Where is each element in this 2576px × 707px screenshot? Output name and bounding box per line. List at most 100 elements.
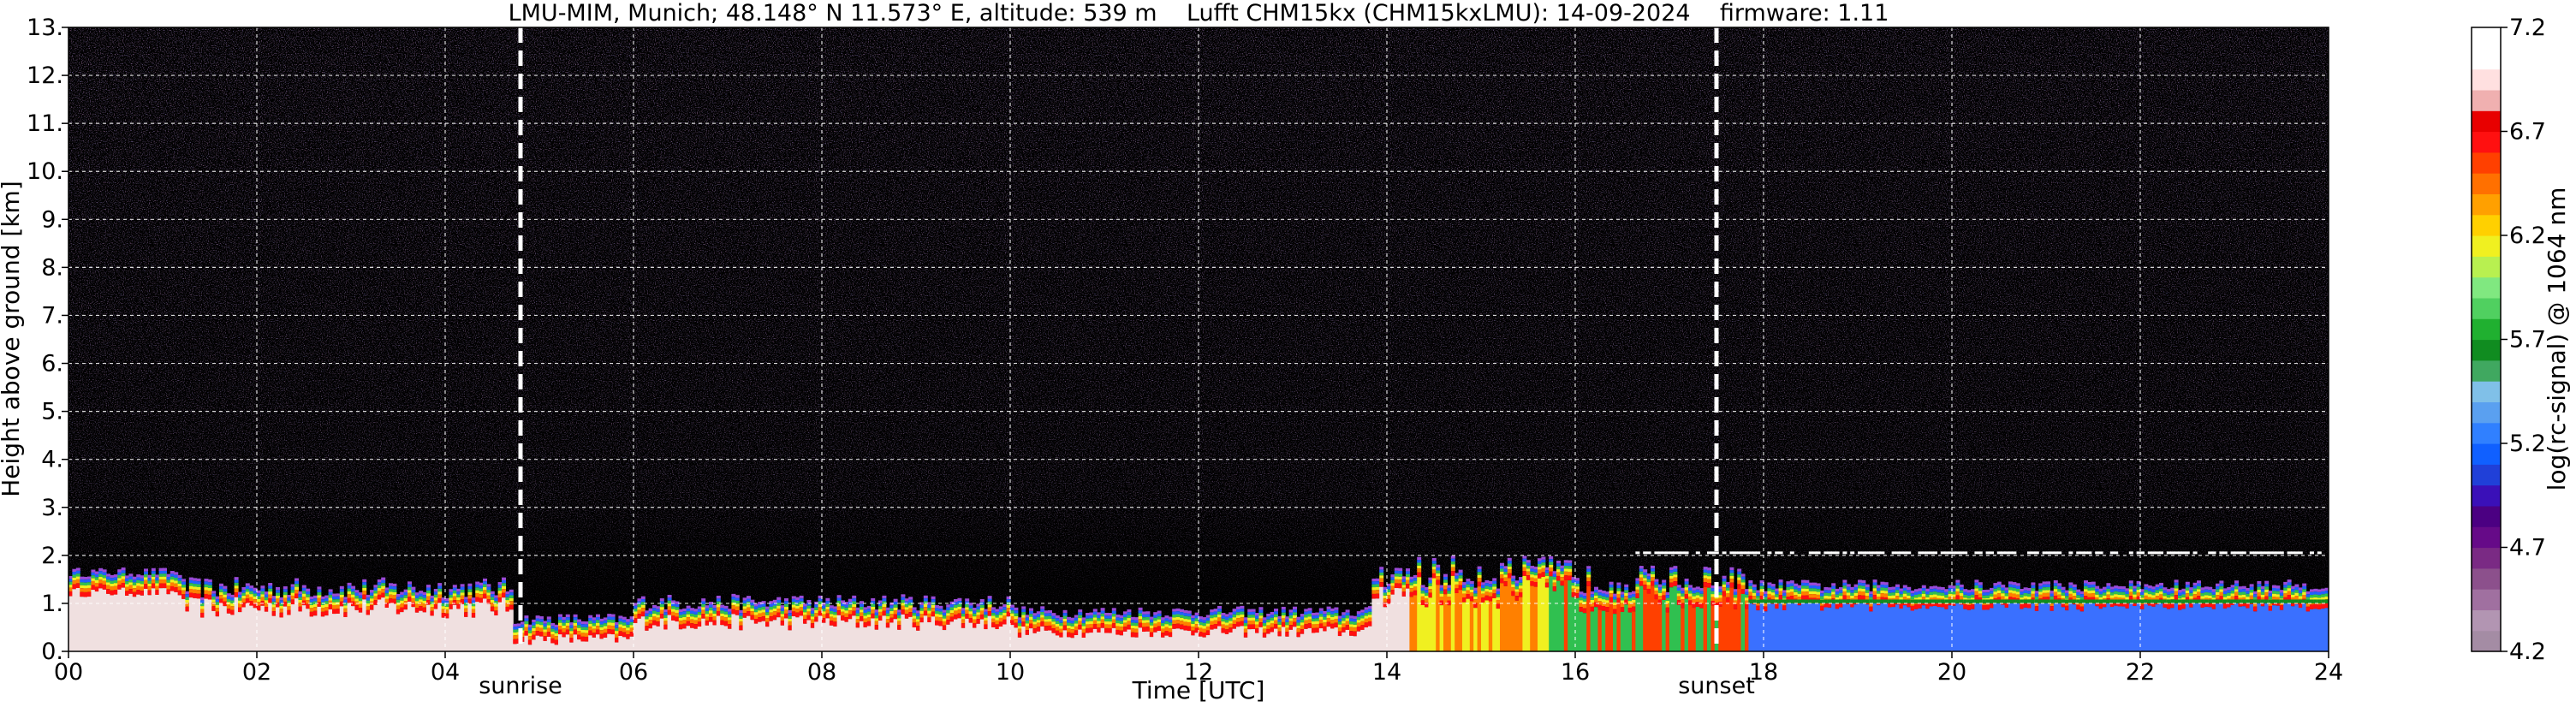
signal-cell <box>822 614 826 619</box>
signal-cell <box>1205 623 1211 627</box>
signal-cell <box>1703 586 1708 651</box>
signal-cell <box>912 613 917 616</box>
signal-cell <box>1883 593 1889 598</box>
signal-cell <box>1797 597 1802 601</box>
chart-title: LMU-MIM, Munich; 48.148° N 11.573° E, al… <box>509 0 1889 27</box>
signal-cell <box>136 585 141 591</box>
signal-cell <box>1571 585 1576 589</box>
signal-cell <box>2219 580 2224 584</box>
signal-cell <box>370 598 374 602</box>
signal-cell <box>957 601 962 604</box>
signal-cell <box>467 583 473 587</box>
signal-cell <box>2084 585 2088 590</box>
signal-cell <box>863 607 868 610</box>
signal-cell <box>1251 609 1256 612</box>
signal-cell <box>403 601 408 605</box>
signal-cell <box>211 606 217 611</box>
signal-cell <box>2178 605 2182 610</box>
signal-cell <box>889 602 895 606</box>
signal-cell <box>2249 595 2254 600</box>
signal-cell <box>2155 604 2160 651</box>
signal-cell <box>1556 569 1561 573</box>
signal-cell <box>298 606 303 612</box>
signal-cell <box>640 604 645 609</box>
signal-cell <box>1624 587 1629 591</box>
signal-cell <box>2291 591 2295 595</box>
signal-cell <box>324 597 330 602</box>
signal-cell <box>1469 580 1474 585</box>
signal-cell <box>1996 597 2002 603</box>
signal-cell <box>2061 586 2066 591</box>
signal-cell <box>1877 585 1881 588</box>
signal-cell <box>1963 589 1968 592</box>
y-tick-label: 0. <box>41 639 63 665</box>
signal-cell <box>1865 596 1870 600</box>
signal-cell <box>645 621 650 627</box>
signal-cell <box>1092 620 1098 625</box>
signal-cell <box>1850 602 1855 608</box>
signal-cell <box>287 603 292 607</box>
signal-cell <box>946 615 951 621</box>
signal-cell <box>354 592 360 597</box>
signal-cell <box>2189 599 2194 603</box>
signal-cell <box>1002 613 1008 616</box>
signal-cell <box>1563 562 1568 567</box>
signal-cell <box>174 574 179 579</box>
signal-cell <box>2008 584 2013 588</box>
signal-cell <box>1323 614 1328 617</box>
signal-cell <box>290 599 295 605</box>
signal-cell <box>1522 561 1527 565</box>
signal-cell <box>1971 589 1975 592</box>
signal-cell <box>497 591 503 594</box>
signal-cell <box>1281 609 1286 613</box>
signal-cell <box>486 603 491 651</box>
signal-cell <box>2276 594 2281 597</box>
signal-cell <box>2095 585 2100 589</box>
signal-cell <box>1533 586 1538 651</box>
signal-cell <box>1025 623 1030 627</box>
signal-cell <box>1078 621 1083 625</box>
signal-cell <box>1902 591 1907 594</box>
signal-cell <box>1533 581 1538 587</box>
signal-cell <box>1240 609 1245 612</box>
signal-cell <box>596 614 600 618</box>
signal-cell <box>260 588 265 591</box>
signal-cell <box>889 617 895 623</box>
signal-cell <box>200 600 205 603</box>
signal-cell <box>2192 603 2198 651</box>
signal-cell <box>535 621 540 625</box>
signal-cell <box>1759 595 1764 601</box>
signal-cell <box>373 604 378 651</box>
signal-cell <box>298 599 303 603</box>
signal-cell <box>573 620 578 623</box>
signal-cell <box>219 591 223 596</box>
signal-cell <box>1119 623 1124 627</box>
signal-cell <box>1481 588 1485 591</box>
signal-cell <box>1439 585 1444 588</box>
signal-cell <box>1130 637 1135 651</box>
signal-cell <box>2291 597 2295 602</box>
y-tick-label: 3. <box>41 495 63 521</box>
signal-cell <box>2034 551 2039 555</box>
signal-cell <box>389 603 393 651</box>
signal-cell <box>309 611 314 617</box>
signal-cell <box>678 629 683 651</box>
signal-cell <box>1217 617 1222 621</box>
signal-cell <box>2068 591 2073 594</box>
signal-cell <box>1643 580 1648 585</box>
signal-cell <box>1149 628 1154 633</box>
signal-cell <box>1330 611 1335 615</box>
signal-cell <box>995 611 1000 615</box>
signal-cell <box>1526 565 1531 569</box>
signal-cell <box>2208 590 2213 593</box>
signal-cell <box>848 619 853 651</box>
signal-cell <box>1579 597 1584 601</box>
signal-cell <box>2103 592 2107 596</box>
signal-cell <box>2234 589 2239 592</box>
signal-cell <box>562 620 567 623</box>
signal-cell <box>753 623 759 651</box>
signal-cell <box>1293 618 1297 622</box>
signal-cell <box>1794 603 1799 651</box>
signal-cell <box>1473 599 1478 603</box>
signal-cell <box>1718 602 1723 607</box>
